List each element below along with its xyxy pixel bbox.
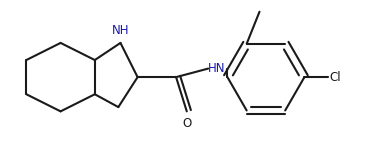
Text: HN: HN (208, 62, 226, 75)
Text: NH: NH (112, 24, 129, 37)
Text: Cl: Cl (330, 71, 341, 84)
Text: O: O (182, 117, 191, 130)
